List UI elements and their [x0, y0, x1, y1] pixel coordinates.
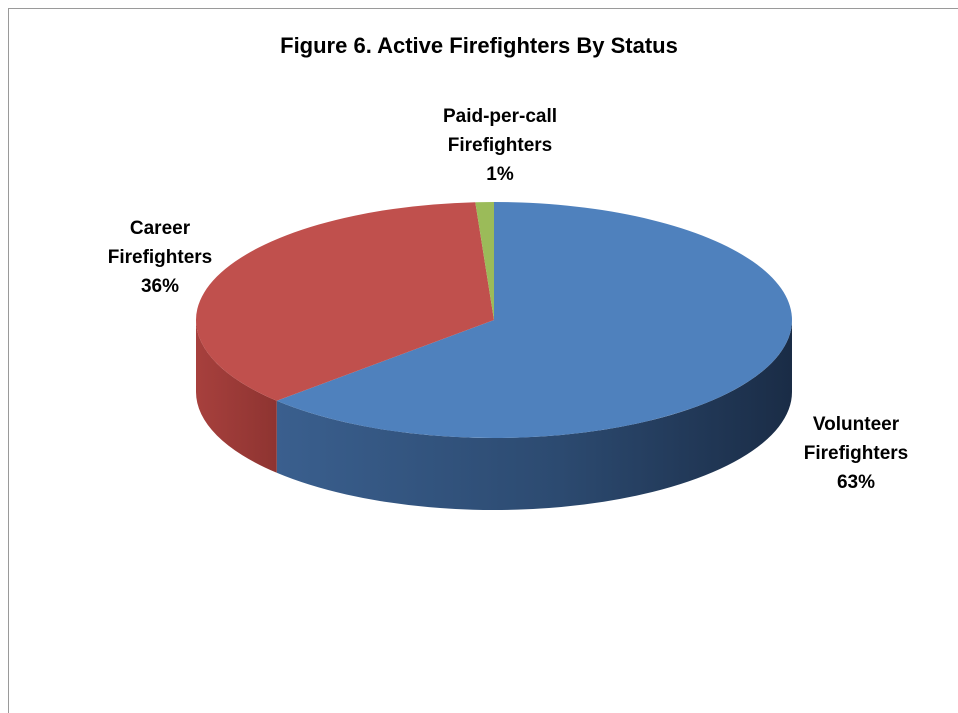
- slice-side-volunteer: [276, 320, 792, 510]
- slice-label-volunteer: Volunteer Firefighters 63%: [803, 414, 909, 493]
- slice-volunteer: [276, 202, 792, 438]
- chart-title: Figure 6. Active Firefighters By Status: [280, 33, 678, 58]
- slice-side-career: [196, 320, 277, 473]
- slice-paid-per-call: [475, 202, 494, 320]
- slice-career: [196, 202, 494, 401]
- slice-label-career: Career Firefighters 36%: [107, 218, 213, 297]
- slice-label-paid-per-call: Paid-per-call Firefighters 1%: [442, 106, 558, 185]
